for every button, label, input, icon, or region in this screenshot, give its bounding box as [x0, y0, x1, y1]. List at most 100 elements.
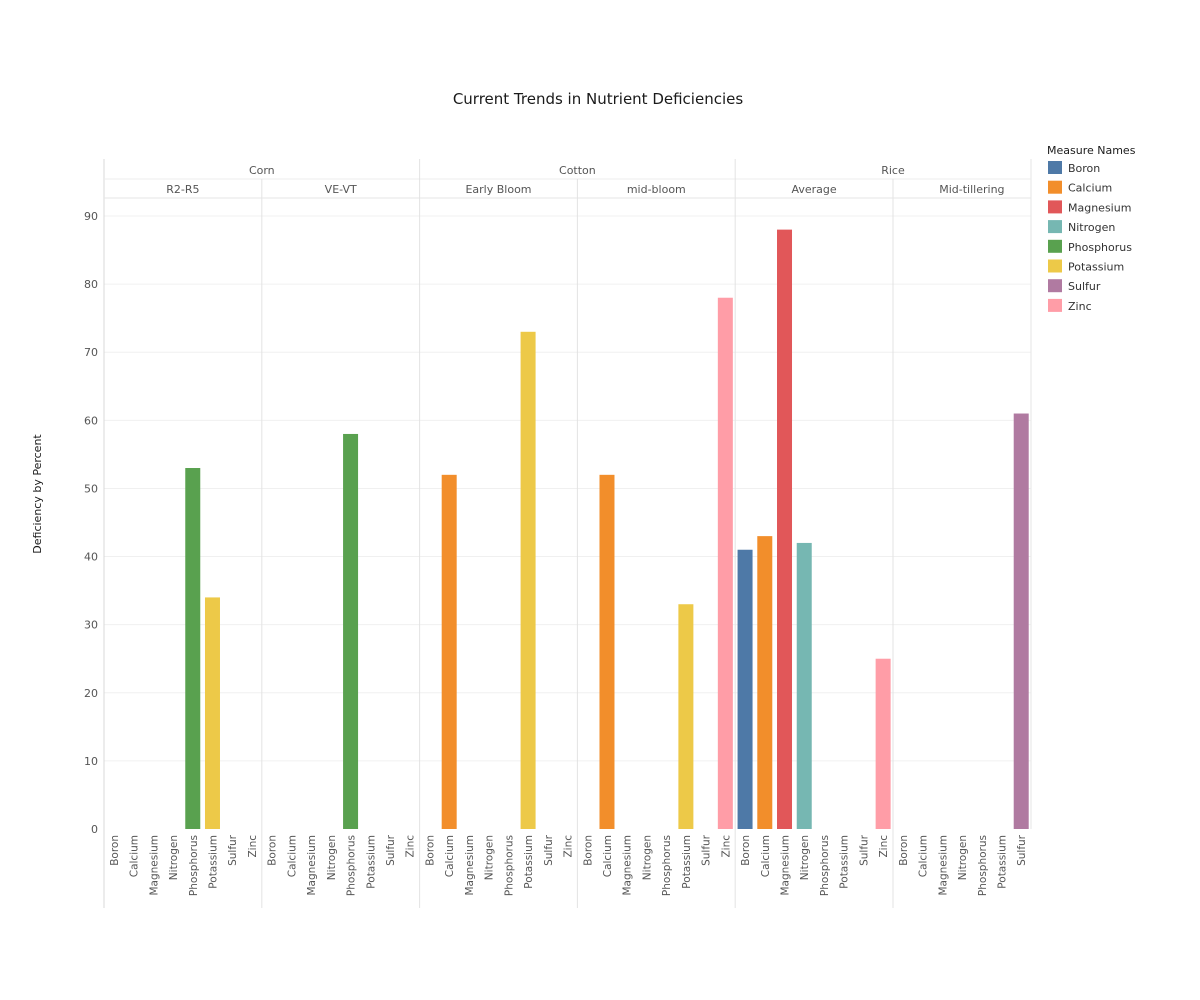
category-label: Calcium: [286, 835, 298, 877]
category-label: Boron: [109, 835, 121, 866]
category-label: Zinc: [563, 835, 575, 858]
category-label: Calcium: [444, 835, 456, 877]
category-label: Nitrogen: [326, 835, 338, 880]
category-label: Phosphorus: [819, 835, 831, 896]
legend-label: Phosphorus: [1068, 241, 1132, 254]
y-tick-label: 60: [84, 414, 98, 427]
legend-title: Measure Names: [1047, 144, 1136, 157]
category-label: Boron: [424, 835, 436, 866]
bar-sulfur: [1013, 413, 1029, 829]
stage-header: Average: [792, 183, 837, 196]
bar-phosphorus: [185, 468, 201, 829]
crop-header: Rice: [881, 164, 905, 177]
y-tick-label: 10: [84, 755, 98, 768]
category-label: Nitrogen: [168, 835, 180, 880]
category-label: Phosphorus: [977, 835, 989, 896]
legend-swatch: [1048, 161, 1062, 174]
bar-phosphorus: [343, 433, 359, 829]
legend-swatch: [1048, 279, 1062, 293]
category-label: Potassium: [365, 835, 377, 889]
y-tick-label: 30: [84, 619, 98, 632]
category-label: Calcium: [918, 835, 930, 877]
plot-area: 0 10 20 30 40 50 60 70 80 90 Corn R2-R5 Boron Calcium…: [84, 159, 1032, 908]
crop-header: Corn: [249, 164, 275, 177]
bar-potassium: [520, 331, 536, 829]
legend-swatch: [1048, 298, 1062, 312]
bar-magnesium: [777, 229, 793, 830]
legend: Measure Names Boron Calcium Magnesium Nitro…: [1047, 144, 1136, 313]
category-label: Potassium: [839, 835, 851, 889]
bar-boron: [737, 549, 753, 829]
legend-label: Nitrogen: [1068, 221, 1115, 234]
legend-label: Magnesium: [1068, 201, 1131, 214]
bar-calcium: [441, 474, 457, 829]
category-label: Sulfur: [385, 834, 397, 866]
bar-calcium: [599, 474, 615, 829]
category-label: Magnesium: [622, 835, 634, 896]
bar-zinc: [717, 297, 733, 829]
category-label: Sulfur: [227, 834, 239, 866]
category-label: Zinc: [247, 835, 259, 858]
legend-label: Calcium: [1068, 182, 1112, 195]
category-label: Nitrogen: [641, 835, 653, 880]
category-label: Boron: [582, 835, 594, 866]
category-label: Magnesium: [148, 835, 160, 896]
category-label: Boron: [898, 835, 910, 866]
y-tick-label: 80: [84, 278, 98, 291]
category-label: Phosphorus: [188, 835, 200, 896]
category-label: Phosphorus: [661, 835, 673, 896]
category-label: Magnesium: [464, 835, 476, 896]
legend-swatch: [1048, 259, 1062, 273]
category-label: Nitrogen: [957, 835, 969, 880]
category-label: Magnesium: [780, 835, 792, 896]
category-label: Potassium: [996, 835, 1008, 889]
stage-header: R2-R5: [166, 183, 199, 196]
category-label: Calcium: [129, 835, 141, 877]
category-label: Boron: [740, 835, 752, 866]
stage-header: VE-VT: [325, 183, 357, 196]
y-tick-label: 70: [84, 346, 98, 359]
y-tick-label: 20: [84, 687, 98, 700]
legend-swatch: [1048, 200, 1062, 214]
category-label: Nitrogen: [799, 835, 811, 880]
legend-label: Zinc: [1068, 300, 1092, 313]
category-label: Boron: [267, 835, 279, 866]
stage-header: Early Bloom: [465, 183, 531, 196]
bar-zinc: [875, 658, 891, 829]
category-label: Zinc: [878, 835, 890, 858]
legend-swatch: [1048, 239, 1062, 253]
category-label: Calcium: [760, 835, 772, 877]
category-label: Sulfur: [858, 834, 870, 866]
crop-header: Cotton: [559, 164, 596, 177]
category-label: Sulfur: [701, 834, 713, 866]
category-label: Phosphorus: [503, 835, 515, 896]
bar-potassium: [204, 597, 220, 829]
stage-header: Mid-tillering: [939, 183, 1004, 196]
legend-swatch: [1048, 220, 1062, 234]
legend-label: Sulfur: [1068, 280, 1101, 293]
y-tick-label: 50: [84, 482, 98, 495]
y-tick-label: 90: [84, 210, 98, 223]
category-label: Phosphorus: [346, 835, 358, 896]
category-label: Nitrogen: [484, 835, 496, 880]
category-label: Magnesium: [306, 835, 318, 896]
chart-title: Current Trends in Nutrient Deficiencies: [453, 90, 744, 108]
legend-label: Potassium: [1068, 261, 1124, 274]
legend-swatch: [1048, 180, 1062, 194]
bar-calcium: [757, 536, 773, 829]
category-label: Potassium: [523, 835, 535, 889]
y-tick-label: 40: [84, 551, 98, 564]
y-axis-label: Deficiency by Percent: [31, 434, 44, 554]
bar-nitrogen: [796, 542, 812, 829]
category-label: Zinc: [720, 835, 732, 858]
legend-label: Boron: [1068, 162, 1100, 175]
category-label: Potassium: [681, 835, 693, 889]
category-label: Calcium: [602, 835, 614, 877]
stage-header: mid-bloom: [627, 183, 686, 196]
category-label: Sulfur: [543, 834, 555, 866]
category-label: Magnesium: [937, 835, 949, 896]
category-label: Potassium: [207, 835, 219, 889]
category-label: Sulfur: [1016, 834, 1028, 866]
bar-potassium: [678, 604, 694, 829]
